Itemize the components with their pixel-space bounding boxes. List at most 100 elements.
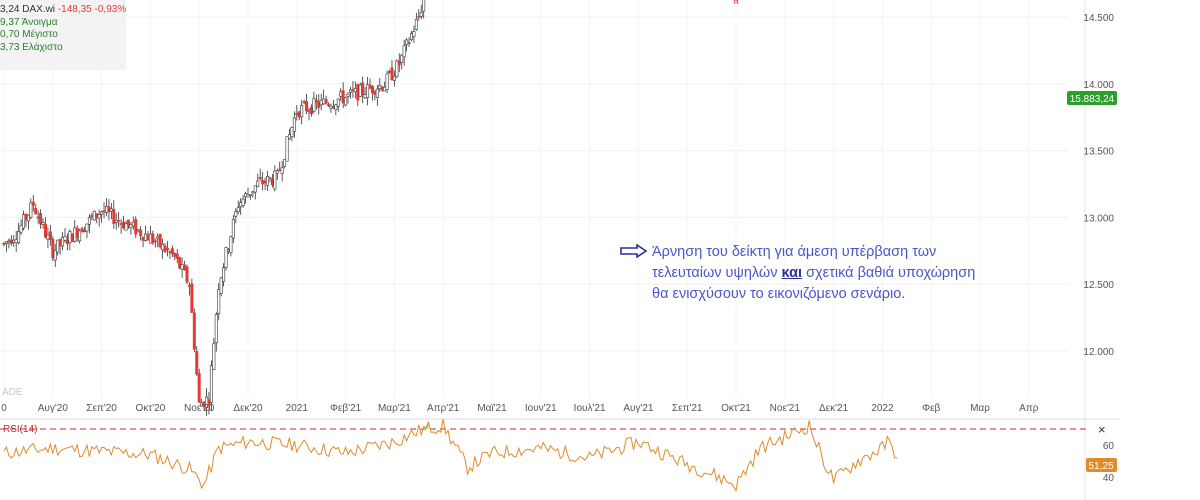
- candle-body: [241, 198, 245, 206]
- candle-body: [409, 33, 413, 41]
- candle-body: [239, 202, 243, 208]
- candle-body: [48, 231, 52, 240]
- candle-body: [356, 84, 360, 101]
- candle-body: [302, 101, 306, 104]
- candle-body: [61, 237, 65, 247]
- candle-body: [34, 208, 38, 215]
- close-icon[interactable]: ×: [1098, 422, 1106, 437]
- candle-body: [251, 191, 255, 194]
- candle-body: [92, 210, 96, 221]
- x-tick-label: Ιουλ'21: [574, 403, 606, 414]
- y-tick-label: 12.500: [1083, 280, 1114, 291]
- candle-body: [392, 75, 396, 81]
- candle-body: [309, 106, 313, 115]
- x-tick-label: 2022: [871, 403, 894, 414]
- candle-body: [165, 247, 169, 251]
- x-tick-label: Φεβ'21: [330, 403, 362, 414]
- candle-body: [7, 240, 11, 243]
- candle-body: [195, 351, 199, 375]
- candle-body: [258, 177, 262, 180]
- analysis-annotation: Άρνηση του δείκτη για άμεση υπέρβαση των…: [652, 244, 976, 302]
- candle-body: [90, 215, 94, 217]
- candle-body: [51, 238, 55, 259]
- x-tick-label: Αυγ'21: [623, 403, 654, 414]
- candle-body: [180, 264, 184, 270]
- watermark: ADE: [2, 387, 23, 398]
- candle-body: [209, 365, 213, 403]
- candle-body: [395, 60, 399, 77]
- rsi-badge-bg: [1086, 458, 1117, 472]
- candle-body: [383, 86, 387, 92]
- candle-body: [327, 104, 331, 106]
- candle-body: [36, 216, 40, 219]
- candle-body: [78, 230, 82, 242]
- candle-body: [85, 223, 89, 232]
- candle-body: [417, 16, 421, 18]
- candle-body: [46, 234, 50, 240]
- candle-body: [70, 233, 74, 242]
- candle-body: [353, 88, 357, 93]
- candle-body: [375, 88, 379, 98]
- candle-body: [361, 82, 365, 95]
- candle-body: [214, 314, 218, 344]
- candle-body: [305, 101, 309, 112]
- candle-body: [107, 206, 111, 213]
- candle-body: [9, 239, 13, 244]
- legend-last: 3,24: [0, 4, 20, 15]
- candle-body: [256, 180, 260, 187]
- candle-body: [100, 211, 104, 215]
- x-tick-label: Δεκ'20: [233, 403, 263, 414]
- candle-body: [119, 223, 123, 225]
- candle-body: [407, 42, 411, 45]
- x-tick-label: Απρ'21: [427, 403, 460, 414]
- candle-body: [58, 239, 62, 246]
- candle-body: [244, 193, 248, 198]
- candle-body: [226, 249, 230, 252]
- candle-body: [397, 60, 401, 66]
- candle-body: [178, 257, 182, 269]
- candle-body: [2, 242, 6, 245]
- candle-body: [266, 176, 270, 186]
- candle-body: [112, 209, 116, 224]
- candle-body: [248, 194, 252, 196]
- candle-body: [412, 31, 416, 37]
- candle-body: [319, 99, 323, 106]
- candle-body: [175, 253, 179, 259]
- x-tick-label: 0: [1, 403, 7, 414]
- candle-body: [300, 105, 304, 118]
- candle-body: [153, 240, 157, 243]
- candle-body: [419, 12, 423, 17]
- candle-body: [124, 223, 128, 231]
- x-tick-label: Μαρ: [970, 403, 990, 414]
- rsi-tick-label: 40: [1103, 473, 1115, 484]
- candle-body: [405, 39, 409, 45]
- candle-body: [324, 98, 328, 104]
- candle-body: [283, 159, 287, 167]
- candle-body: [278, 169, 282, 171]
- chart-grid: [0, 0, 1120, 500]
- candle-body: [312, 98, 316, 112]
- candle-body: [217, 289, 221, 315]
- candle-body: [229, 236, 233, 253]
- candle-body: [134, 219, 138, 235]
- candle-body: [131, 221, 135, 227]
- candle-body: [22, 214, 26, 229]
- legend-open-row: 9,37 Άνοιγμα: [0, 16, 58, 28]
- candle-body: [185, 266, 189, 283]
- legend-symbol: DAX.wi: [22, 4, 56, 15]
- candle-body: [346, 93, 350, 97]
- candle-body: [307, 110, 311, 113]
- candle-body: [270, 178, 274, 186]
- candle-body: [141, 236, 145, 241]
- candle-body: [341, 90, 345, 104]
- candle-body: [366, 84, 370, 99]
- ohlc-legend: 3,24 DAX.wi -148,35 -0,93% 9,37 Άνοιγμα …: [0, 0, 126, 70]
- rsi-label: RSI(14): [3, 424, 37, 435]
- legend-change: -148,35 -0,93%: [57, 4, 127, 15]
- candle-body: [73, 227, 77, 242]
- price-badge-bg: [1067, 91, 1117, 105]
- candle-body: [363, 94, 367, 99]
- candle-body: [236, 207, 240, 213]
- wave-label-a: a: [733, 0, 739, 7]
